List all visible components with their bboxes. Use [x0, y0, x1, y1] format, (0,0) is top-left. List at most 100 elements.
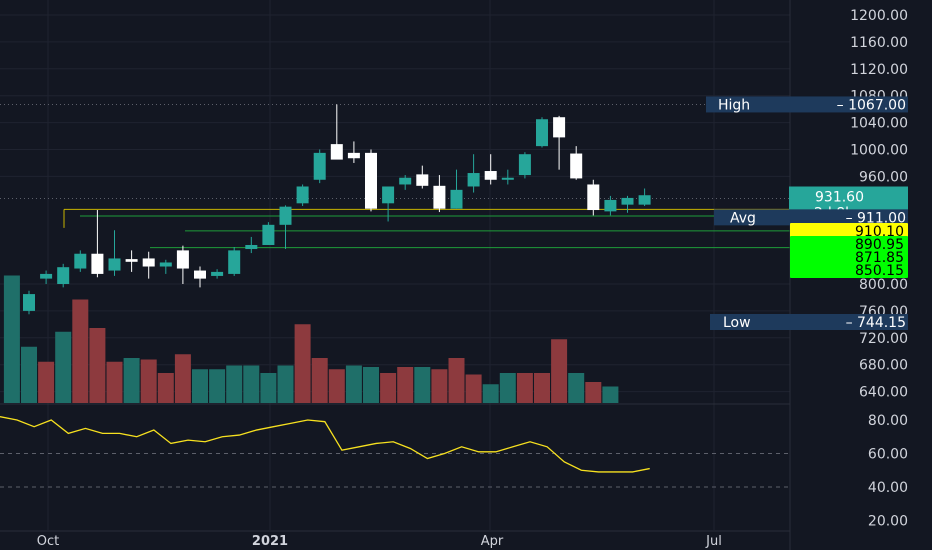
- volume-bar: [465, 374, 482, 403]
- candle-body: [74, 253, 87, 269]
- level-3-label-box: [790, 249, 908, 265]
- volume-bar: [157, 373, 174, 403]
- candle-body: [587, 184, 600, 211]
- candle-body: [40, 273, 53, 279]
- price-tick-label: 800.00: [859, 277, 908, 293]
- volume-bars: [3, 275, 619, 403]
- candle-body: [194, 270, 206, 279]
- price-tick-label: 680.00: [859, 358, 908, 374]
- volume-bar: [568, 373, 585, 403]
- volume-bar: [414, 367, 431, 403]
- candle-body: [108, 258, 121, 271]
- price-tick-label: 1040.00: [850, 116, 908, 132]
- level-2-label-box: [790, 236, 908, 252]
- candlesticks: [23, 104, 651, 315]
- candle-body: [125, 259, 138, 262]
- current-price-value: 931.60: [815, 189, 864, 205]
- avg-label-value: – 911.00: [846, 210, 906, 226]
- volume-bar: [123, 358, 140, 403]
- volume-bar: [516, 373, 533, 403]
- candle-body: [347, 152, 360, 159]
- volume-bar: [328, 369, 345, 403]
- candle-body: [57, 267, 70, 284]
- volume-bar: [482, 384, 499, 403]
- candle-body: [142, 258, 155, 267]
- volume-bar: [226, 365, 243, 403]
- candle-body: [382, 186, 395, 204]
- grid-lines: [0, 0, 790, 530]
- candle-body: [553, 117, 566, 138]
- price-tick-label: 1200.00: [850, 8, 908, 24]
- candle-body: [621, 197, 634, 205]
- candle-body: [23, 294, 35, 311]
- volume-bar: [294, 324, 311, 403]
- candle-body: [570, 153, 583, 179]
- volume-bar: [448, 358, 465, 403]
- price-tick-label: 1000.00: [850, 143, 908, 159]
- volume-bar: [55, 331, 72, 403]
- candle-body: [228, 250, 241, 274]
- candle-body: [484, 171, 497, 180]
- volume-bar: [209, 369, 226, 403]
- candle-body: [245, 244, 258, 250]
- candle-body: [176, 250, 189, 269]
- candle-body: [279, 206, 292, 225]
- volume-bar: [499, 373, 516, 403]
- candle-body: [450, 189, 463, 209]
- candle-body: [330, 144, 343, 160]
- candle-body: [604, 199, 617, 212]
- candle-body: [416, 174, 429, 186]
- level-1-label-box: [790, 223, 908, 239]
- volume-bar: [192, 369, 208, 403]
- level-4-label-box: [790, 262, 908, 278]
- volume-bar: [363, 367, 379, 403]
- high-label-value: – 1067.00: [837, 97, 906, 113]
- candle-body: [638, 195, 651, 205]
- volume-bar: [38, 361, 55, 403]
- volume-bar: [174, 354, 191, 403]
- volume-bar: [345, 365, 362, 403]
- low-label-value: – 744.15: [846, 315, 906, 331]
- avg-label-text: Avg: [730, 210, 756, 226]
- candle-body: [211, 271, 224, 276]
- candle-body: [536, 119, 548, 147]
- volume-bar: [602, 386, 619, 403]
- volume-bar: [311, 358, 328, 403]
- volume-bar: [397, 367, 414, 403]
- time-tick-label: 2021: [252, 534, 288, 549]
- high-label-text: High: [718, 97, 750, 113]
- volume-bar: [260, 373, 277, 403]
- price-tick-label: 1120.00: [850, 62, 908, 78]
- rsi-tick-label: 20.00: [868, 514, 908, 530]
- rsi-tick-label: 40.00: [868, 480, 908, 496]
- candle-body: [501, 177, 514, 180]
- candle-body: [467, 173, 480, 187]
- volume-bar: [89, 328, 106, 403]
- low-label-text: Low: [723, 315, 751, 331]
- high-label-box: [706, 96, 908, 113]
- candle-body: [262, 224, 275, 245]
- volume-bar: [72, 299, 89, 403]
- level-4-label-value: 850.15: [855, 263, 904, 279]
- rsi-tick-label: 80.00: [868, 413, 908, 429]
- volume-bar: [243, 365, 260, 403]
- volume-bar: [534, 373, 550, 403]
- candle-body: [399, 177, 412, 185]
- rsi-indicator: [0, 416, 790, 488]
- price-tick-label: 640.00: [859, 385, 908, 401]
- price-tick-label: 720.00: [859, 331, 908, 347]
- candle-body: [296, 186, 309, 204]
- avg-label-box: [714, 209, 908, 226]
- volume-bar: [277, 365, 294, 403]
- rsi-line: [0, 416, 650, 473]
- time-tick-label: Oct: [37, 534, 59, 549]
- volume-bar: [21, 346, 37, 403]
- volume-bar: [431, 369, 448, 403]
- time-tick-label: Jul: [705, 534, 722, 549]
- volume-bar: [3, 275, 20, 403]
- time-tick-label: Apr: [481, 534, 504, 549]
- time-axis[interactable]: Oct 2021 Apr Jul: [0, 530, 790, 549]
- volume-bar: [551, 339, 568, 403]
